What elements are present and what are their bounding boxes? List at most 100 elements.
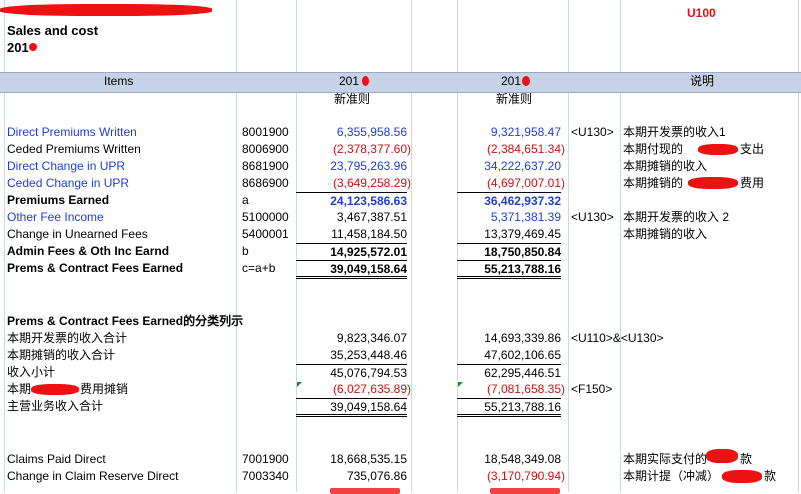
row-label[interactable]: 本期摊销的收入合计: [7, 348, 116, 362]
row-code[interactable]: 5400001: [242, 227, 289, 241]
row-label[interactable]: Direct Premiums Written: [7, 125, 137, 139]
row-value-1[interactable]: 735,076.86: [346, 469, 407, 483]
row-ref[interactable]: <U130>: [571, 210, 614, 224]
row-value-2[interactable]: (2,384,651.34): [486, 142, 565, 156]
row-label[interactable]: 主营业务收入合计: [7, 399, 104, 413]
gridline: [296, 0, 297, 492]
header-note[interactable]: 说明: [690, 74, 715, 88]
header-year-1[interactable]: 201: [339, 74, 360, 88]
row-label[interactable]: 本期: [7, 382, 32, 396]
row-value-1[interactable]: 45,076,794.53: [296, 364, 407, 382]
row-value-2[interactable]: 62,295,446.51: [457, 364, 561, 382]
header-items[interactable]: Items: [104, 74, 134, 88]
row-value-2[interactable]: 13,379,469.45: [484, 227, 561, 241]
redaction-mark: [29, 43, 37, 51]
row-value-1[interactable]: 39,049,158.64: [296, 260, 407, 279]
row-note-suffix[interactable]: 费用: [740, 176, 765, 190]
row-value-1[interactable]: 18,668,535.15: [330, 452, 407, 466]
table-row: Premiums Earned a 24,123,586.63 36,462,9…: [0, 192, 801, 209]
row-note-suffix[interactable]: 款: [740, 452, 753, 466]
row-value-2[interactable]: (4,697,007.01): [486, 176, 565, 190]
row-code[interactable]: b: [242, 244, 249, 258]
row-code[interactable]: 5100000: [242, 210, 289, 224]
row-value-1[interactable]: (3,649,258.29): [332, 176, 411, 190]
row-value-2[interactable]: 47,602,106.65: [484, 348, 561, 362]
redaction-mark: [0, 4, 212, 16]
row-code[interactable]: a: [242, 193, 249, 207]
row-label[interactable]: Change in Unearned Fees: [7, 227, 148, 241]
row-code[interactable]: 8681900: [242, 159, 289, 173]
table-row: 本期摊销的收入合计 35,253,448.46 47,602,106.65: [0, 347, 801, 364]
row-label[interactable]: Direct Change in UPR: [7, 159, 126, 173]
row-label-suffix[interactable]: 费用摊销: [80, 382, 129, 396]
redaction-mark: [698, 144, 738, 155]
row-value-1[interactable]: 35,253,448.46: [330, 348, 407, 362]
row-value-1[interactable]: 14,925,572.01: [296, 243, 407, 261]
row-value-1[interactable]: 23,795,263.96: [330, 159, 407, 173]
section-title[interactable]: Prems & Contract Fees Earned的分类列示: [7, 314, 244, 328]
row-value-2[interactable]: 9,321,958.47: [490, 125, 561, 139]
header-year-1-sub[interactable]: 新准则: [334, 92, 371, 106]
row-ref[interactable]: <U130>: [571, 125, 614, 139]
row-value-1[interactable]: 11,458,184.50: [331, 227, 407, 241]
row-value-1[interactable]: 6,355,958.56: [336, 125, 407, 139]
row-value-2[interactable]: 5,371,381.39: [490, 210, 561, 224]
row-note[interactable]: 本期开发票的收入 2: [623, 210, 730, 224]
row-label[interactable]: Other Fee Income: [7, 210, 104, 224]
row-code[interactable]: c=a+b: [242, 261, 276, 275]
row-note[interactable]: 本期摊销的: [623, 176, 684, 190]
row-note[interactable]: 本期摊销的收入: [623, 159, 708, 173]
redaction-mark: [490, 488, 560, 494]
table-row: Prems & Contract Fees Earned c=a+b 39,04…: [0, 260, 801, 279]
row-value-2[interactable]: (3,170,790.94): [486, 469, 565, 483]
row-label[interactable]: 本期开发票的收入合计: [7, 331, 128, 345]
row-code[interactable]: 8001900: [242, 125, 289, 139]
table-row: Ceded Change in UPR 8686900 (3,649,258.2…: [0, 175, 801, 192]
row-value-1[interactable]: 9,823,346.07: [336, 331, 407, 345]
row-value-2[interactable]: (7,081,658.35): [486, 382, 565, 396]
row-value-1[interactable]: (2,378,377.60): [332, 142, 411, 156]
row-note[interactable]: 本期付现的: [623, 142, 684, 156]
row-value-2[interactable]: 18,750,850.84: [457, 243, 561, 261]
row-value-2[interactable]: 36,462,937.32: [457, 192, 561, 210]
table-row: Direct Change in UPR 8681900 23,795,263.…: [0, 158, 801, 175]
row-code[interactable]: 8686900: [242, 176, 289, 190]
row-note[interactable]: 本期实际支付的: [623, 452, 708, 466]
header-year-2-sub[interactable]: 新准则: [496, 92, 533, 106]
row-code[interactable]: 7001900: [242, 452, 289, 466]
row-label[interactable]: Prems & Contract Fees Earned: [7, 261, 184, 275]
row-value-2[interactable]: 34,222,637.20: [484, 159, 561, 173]
row-code[interactable]: 7003340: [242, 469, 289, 483]
year-label[interactable]: 201: [7, 40, 29, 55]
row-label[interactable]: Claims Paid Direct: [7, 452, 106, 466]
row-value-2[interactable]: 55,213,788.16: [457, 260, 561, 279]
row-note[interactable]: 本期摊销的收入: [623, 227, 708, 241]
header-year-2[interactable]: 201: [501, 74, 522, 88]
row-value-1[interactable]: 39,049,158.64: [296, 398, 407, 417]
row-value-1[interactable]: 3,467,387.51: [336, 210, 407, 224]
row-label[interactable]: Admin Fees & Oth Inc Earnd: [7, 244, 170, 258]
row-value-2[interactable]: 55,213,788.16: [457, 398, 561, 417]
table-row: 主营业务收入合计 39,049,158.64 55,213,788.16: [0, 398, 801, 417]
table-row: Admin Fees & Oth Inc Earnd b 14,925,572.…: [0, 243, 801, 260]
redaction-mark: [362, 76, 369, 86]
row-note[interactable]: 本期开发票的收入1: [623, 125, 726, 139]
row-label[interactable]: Ceded Change in UPR: [7, 176, 130, 190]
row-value-1[interactable]: 24,123,586.63: [296, 192, 407, 210]
row-label[interactable]: Premiums Earned: [7, 193, 110, 207]
row-code[interactable]: 8006900: [242, 142, 289, 156]
row-value-2[interactable]: 18,548,349.08: [484, 452, 561, 466]
row-value-1[interactable]: (6,027,635.89): [332, 382, 411, 396]
row-ref[interactable]: <F150>: [571, 382, 613, 396]
row-note-suffix[interactable]: 款: [764, 469, 777, 483]
comment-indicator-icon: [297, 382, 302, 387]
row-label[interactable]: Change in Claim Reserve Direct: [7, 469, 179, 483]
row-note[interactable]: 本期计提（冲减）: [623, 469, 720, 483]
row-label[interactable]: 收入小计: [7, 365, 56, 379]
row-label[interactable]: Ceded Premiums Written: [7, 142, 141, 156]
sheet-title[interactable]: Sales and cost: [7, 23, 99, 38]
row-note-suffix[interactable]: 支出: [740, 142, 765, 156]
row-value-2[interactable]: 14,693,339.86: [484, 331, 561, 345]
row-ref[interactable]: <U110>&<U130>: [571, 331, 664, 345]
table-row: Direct Premiums Written 8001900 6,355,95…: [0, 124, 801, 141]
